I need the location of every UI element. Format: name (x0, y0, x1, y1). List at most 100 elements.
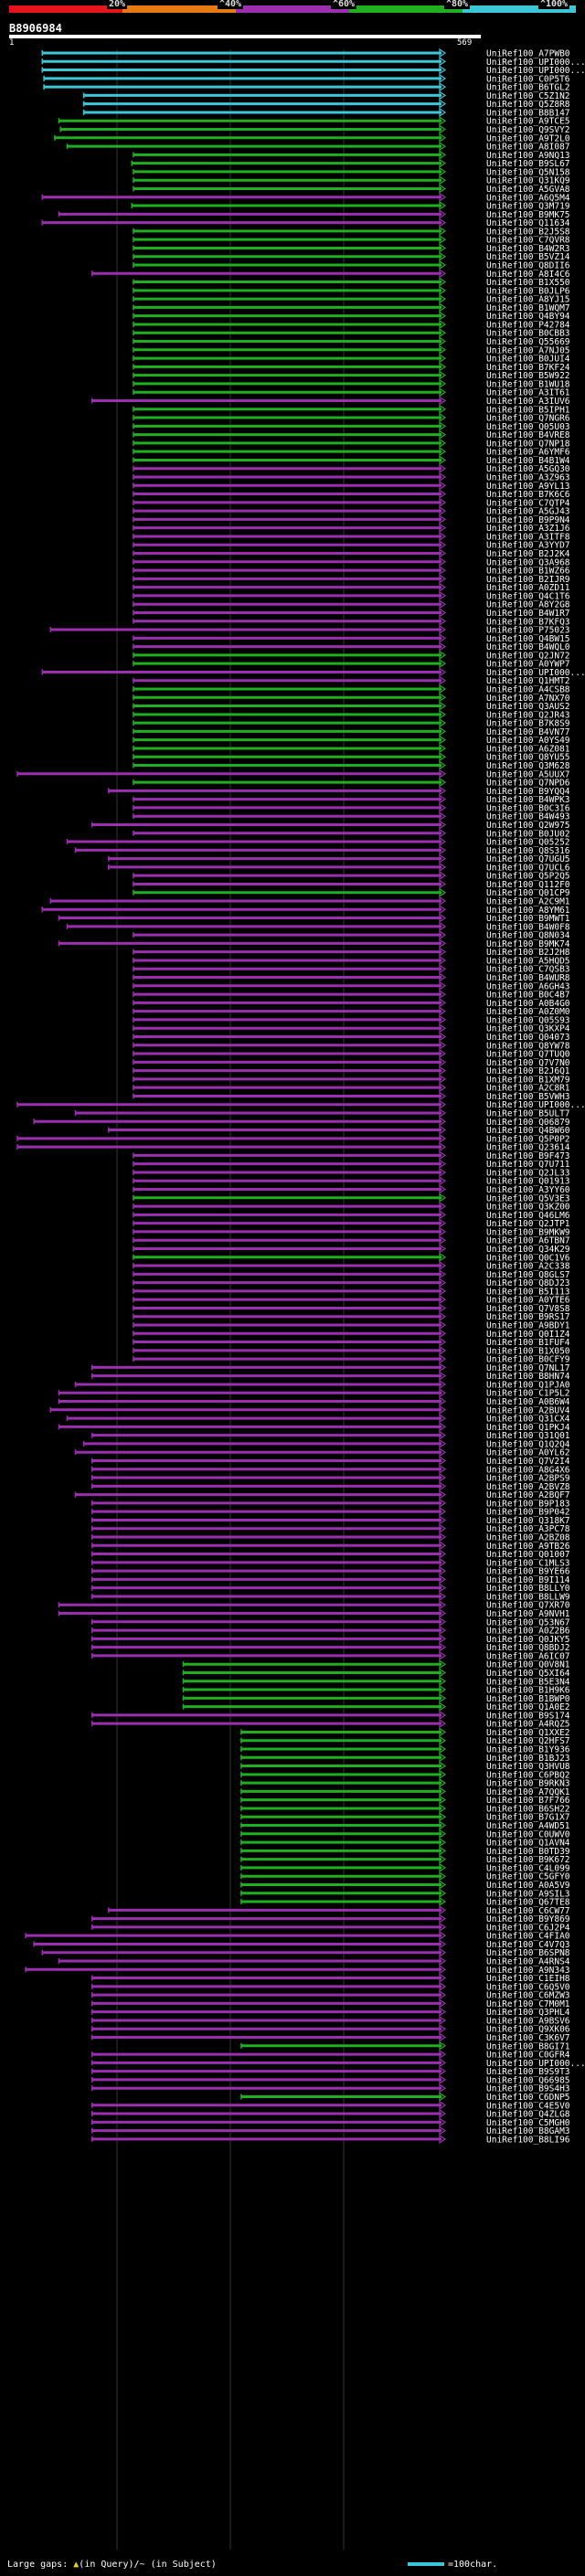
hit-label[interactable]: UniRef100_B0JLP6 (486, 286, 570, 296)
hit-row[interactable]: UniRef100_B4VN77 (133, 726, 570, 737)
hit-label[interactable]: UniRef100_A8I087 (486, 143, 570, 153)
hit-row[interactable]: UniRef100_A0A5V9 (240, 1880, 570, 1891)
hit-row[interactable]: UniRef100_C4FIA0 (25, 1931, 570, 1942)
hit-label[interactable]: UniRef100_A5GQ30 (486, 464, 570, 474)
hit-row[interactable]: UniRef100_B5VWH3 (133, 1091, 570, 1102)
hit-label[interactable]: UniRef100_B6TGL2 (486, 83, 570, 93)
hit-row[interactable]: UniRef100_Q11634 (41, 217, 570, 228)
hit-row[interactable]: UniRef100_B4W0F8 (66, 921, 570, 932)
hit-row[interactable]: UniRef100_Q23614 (16, 1141, 570, 1153)
hit-label[interactable]: UniRef100_A9BSV6 (486, 2016, 570, 2026)
hit-row[interactable]: UniRef100_B9SL67 (131, 158, 570, 169)
hit-label[interactable]: UniRef100_B9P042 (486, 1508, 570, 1518)
hit-label[interactable]: UniRef100_Q7XR70 (486, 1601, 570, 1611)
hit-label[interactable]: UniRef100_A3YY60 (486, 1185, 570, 1195)
hit-row[interactable]: UniRef100_B9P183 (90, 1498, 570, 1509)
hit-label[interactable]: UniRef100_Q318K7 (486, 1516, 570, 1526)
hit-label[interactable]: UniRef100_A9NQ13 (486, 151, 570, 161)
hit-row[interactable]: UniRef100_A0B6W4 (58, 1396, 570, 1407)
hit-row[interactable]: UniRef100_B4WQL0 (133, 641, 570, 652)
hit-label[interactable]: UniRef100_Q05U03 (486, 422, 570, 432)
hit-row[interactable]: UniRef100_C3K6V7 (90, 2032, 570, 2043)
hit-label[interactable]: UniRef100_C6Q5V0 (486, 1982, 570, 1992)
hit-label[interactable]: UniRef100_Q2JL33 (486, 1168, 570, 1178)
hit-label[interactable]: UniRef100_B5I113 (486, 1287, 570, 1297)
hit-label[interactable]: UniRef100_A8I4C6 (486, 270, 570, 280)
hit-label[interactable]: UniRef100_A9NVH1 (486, 1609, 570, 1619)
hit-row[interactable]: UniRef100_C6MZW3 (90, 1989, 570, 2001)
hit-label[interactable]: UniRef100_Q8GLS7 (486, 1270, 570, 1280)
hit-row[interactable]: UniRef100_A0Z2B6 (90, 1625, 570, 1637)
hit-label[interactable]: UniRef100_B4VRE8 (486, 430, 570, 440)
hit-row[interactable]: UniRef100_UPI000... (41, 65, 585, 76)
hit-label[interactable]: UniRef100_Q8N034 (486, 931, 570, 941)
hit-row[interactable]: UniRef100_B2J5S8 (133, 226, 570, 237)
hit-label[interactable]: UniRef100_Q3A968 (486, 557, 570, 567)
hit-row[interactable]: UniRef100_B1FUF4 (133, 1337, 570, 1348)
hit-label[interactable]: UniRef100_B1BWP0 (486, 1694, 570, 1704)
hit-label[interactable]: UniRef100_UPI000... (486, 1100, 585, 1110)
hit-label[interactable]: UniRef100_B4W493 (486, 812, 570, 822)
hit-label[interactable]: UniRef100_Q7NGR6 (486, 414, 570, 424)
hit-row[interactable]: UniRef100_B7KFQ3 (133, 616, 570, 627)
hit-label[interactable]: UniRef100_A4WD51 (486, 1821, 570, 1831)
hit-label[interactable]: UniRef100_UPI000... (486, 58, 585, 68)
hit-label[interactable]: UniRef100_C5GFY0 (486, 1872, 570, 1882)
hit-label[interactable]: UniRef100_B1X050 (486, 1346, 570, 1356)
hit-label[interactable]: UniRef100_Q1A0E2 (486, 1702, 570, 1712)
hit-label[interactable]: UniRef100_B8LLY0 (486, 1584, 570, 1594)
hit-row[interactable]: UniRef100_A9NQ13 (133, 150, 570, 161)
hit-row[interactable]: UniRef100_B9P042 (90, 1507, 570, 1518)
hit-label[interactable]: UniRef100_A8YJ15 (486, 295, 570, 305)
hit-label[interactable]: UniRef100_Q2W975 (486, 821, 570, 831)
hit-row[interactable]: UniRef100_B1Y936 (240, 1744, 570, 1755)
hit-row[interactable]: UniRef100_C5Z1N2 (82, 90, 570, 101)
hit-row[interactable]: UniRef100_Q06879 (33, 1117, 570, 1128)
hit-label[interactable]: UniRef100_A2BPS9 (486, 1474, 570, 1484)
hit-row[interactable]: UniRef100_B6SH22 (240, 1803, 570, 1814)
hit-label[interactable]: UniRef100_Q1XXE2 (486, 1728, 570, 1738)
hit-row[interactable]: UniRef100_UPI000... (41, 667, 585, 678)
hit-row[interactable]: UniRef100_Q8GLS7 (133, 1269, 570, 1280)
hit-label[interactable]: UniRef100_Q2JTP1 (486, 1219, 570, 1229)
hit-label[interactable]: UniRef100_A9YL13 (486, 482, 570, 492)
hit-row[interactable]: UniRef100_Q5V3E3 (133, 1193, 570, 1203)
hit-label[interactable]: UniRef100_A2C9M1 (486, 897, 570, 907)
hit-row[interactable]: UniRef100_A2BVZ8 (90, 1481, 570, 1492)
hit-label[interactable]: UniRef100_Q112F0 (486, 880, 570, 890)
hit-row[interactable]: UniRef100_B9Y869 (90, 1913, 570, 1924)
hit-row[interactable]: UniRef100_Q34K29 (133, 1244, 570, 1255)
hit-row[interactable]: UniRef100_B1X050 (133, 1345, 570, 1356)
hit-label[interactable]: UniRef100_A8G4X6 (486, 1465, 570, 1475)
hit-row[interactable]: UniRef100_Q7TUQ0 (133, 1048, 570, 1060)
hit-label[interactable]: UniRef100_B5VZ14 (486, 252, 570, 262)
hit-label[interactable]: UniRef100_Q3HVU8 (486, 1762, 570, 1772)
hit-label[interactable]: UniRef100_C4FIA0 (486, 1932, 570, 1942)
hit-label[interactable]: UniRef100_B4W2R3 (486, 244, 570, 254)
hit-row[interactable]: UniRef100_Q7V8S8 (133, 1303, 570, 1314)
hit-row[interactable]: UniRef100_C6J2P4 (90, 1922, 570, 1933)
hit-row[interactable]: UniRef100_Q31Q01 (90, 1430, 570, 1441)
hit-row[interactable]: UniRef100_A0YL62 (74, 1447, 570, 1458)
hit-label[interactable]: UniRef100_A0B4G0 (486, 999, 570, 1009)
hit-row[interactable]: UniRef100_B5E3N4 (182, 1676, 570, 1687)
hit-label[interactable]: UniRef100_B4VN77 (486, 727, 570, 737)
hit-row[interactable]: UniRef100_Q8DII6 (133, 260, 570, 271)
hit-row[interactable]: UniRef100_Q01913 (133, 1176, 570, 1187)
hit-label[interactable]: UniRef100_Q8DII6 (486, 261, 570, 271)
hit-row[interactable]: UniRef100_Q5N158 (133, 166, 570, 177)
hit-label[interactable]: UniRef100_B9YE66 (486, 1567, 570, 1577)
hit-label[interactable]: UniRef100_B9Y869 (486, 1914, 570, 1924)
hit-row[interactable]: UniRef100_B9MK75 (58, 209, 570, 220)
hit-row[interactable]: UniRef100_A7QQK1 (240, 1786, 570, 1797)
hit-label[interactable]: UniRef100_A0YWP7 (486, 660, 570, 670)
hit-row[interactable]: UniRef100_Q7UCL6 (108, 862, 570, 873)
hit-label[interactable]: UniRef100_Q34K29 (486, 1245, 570, 1255)
hit-row[interactable]: UniRef100_A8YM61 (41, 905, 570, 916)
hit-label[interactable]: UniRef100_A5GVA8 (486, 185, 570, 195)
hit-row[interactable]: UniRef100_Q3A968 (133, 557, 570, 567)
hit-row[interactable]: UniRef100_Q7NP18 (133, 438, 570, 449)
hit-row[interactable]: UniRef100_Q8YW78 (133, 1040, 570, 1051)
hit-row[interactable]: UniRef100_B0CBB3 (133, 328, 570, 339)
hit-label[interactable]: UniRef100_C7M0M1 (486, 1999, 570, 2009)
